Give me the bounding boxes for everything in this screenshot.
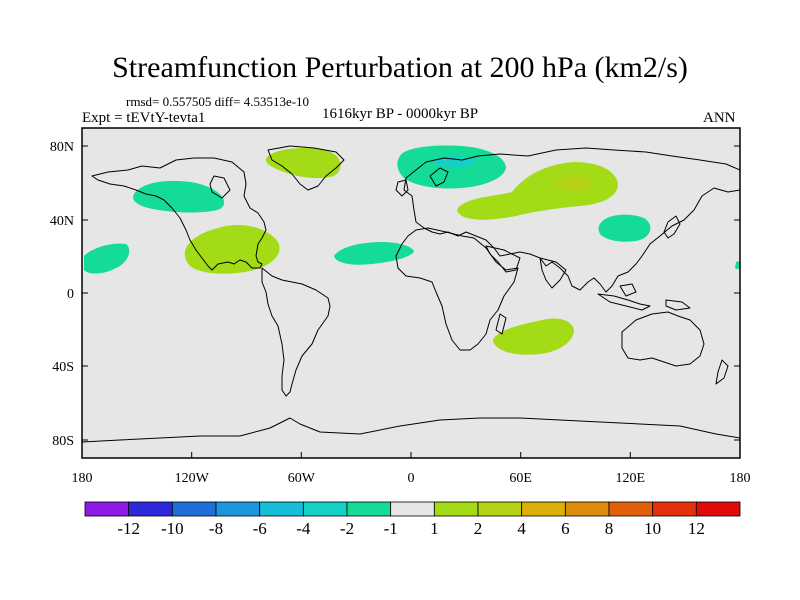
coast-new-zealand bbox=[715, 359, 729, 385]
coast-new-guinea bbox=[665, 299, 691, 311]
experiment-label: Expt = tEVtY-tevta1 bbox=[82, 110, 206, 126]
coast-australia bbox=[621, 311, 705, 367]
period-label: 1616kyr BP - 0000kyr BP bbox=[322, 106, 479, 122]
anomaly-eurasia bbox=[457, 162, 618, 220]
colorbar-box bbox=[564, 501, 610, 517]
colorbar-label: -1 bbox=[384, 519, 398, 538]
colorbar-box bbox=[302, 501, 348, 517]
colorbar: -12 -10 -8 -6 -4 -2 -1 1 2 4 6 8 10 12 bbox=[84, 501, 741, 538]
coast-greenland bbox=[267, 145, 345, 191]
colorbar-box bbox=[390, 501, 435, 517]
coast-baltic bbox=[429, 167, 449, 187]
x-tick-labels: 180 120W 60W 0 60E 120E 180 bbox=[72, 471, 751, 486]
coast-british-isles bbox=[395, 179, 409, 197]
x-tick-label: 180 bbox=[72, 471, 93, 486]
anomaly-eurasia-core bbox=[555, 176, 592, 191]
colorbar-label: -6 bbox=[253, 519, 267, 538]
colorbar-box bbox=[695, 501, 741, 517]
y-tick-label: 80N bbox=[50, 140, 74, 155]
x-tick-label: 120E bbox=[616, 471, 646, 486]
y-tick-label: 0 bbox=[67, 287, 74, 302]
y-tick-labels: 80N 40N 0 40S 80S bbox=[50, 140, 74, 449]
coast-indonesia bbox=[597, 293, 651, 311]
colorbar-box bbox=[521, 501, 566, 517]
y-tick-label: 40N bbox=[50, 214, 74, 229]
stats-line: rmsd= 0.557505 diff= 4.53513e-10 bbox=[126, 94, 310, 109]
coast-borneo bbox=[619, 283, 637, 297]
colorbar-box bbox=[433, 501, 479, 517]
x-tick-label: 0 bbox=[408, 471, 415, 486]
colorbar-box bbox=[608, 501, 654, 517]
colorbar-label: -4 bbox=[296, 519, 311, 538]
coast-madagascar bbox=[495, 313, 507, 335]
colorbar-box bbox=[128, 501, 173, 517]
coastlines bbox=[82, 145, 740, 443]
colorbar-box bbox=[259, 501, 304, 517]
x-tick-label: 60W bbox=[288, 471, 316, 486]
y-tick-label: 80S bbox=[52, 434, 74, 449]
colorbar-box bbox=[171, 501, 217, 517]
colorbar-label: 4 bbox=[517, 519, 526, 538]
anomaly-date-line-east bbox=[735, 261, 740, 270]
x-tick-label: 180 bbox=[730, 471, 751, 486]
colorbar-label: 2 bbox=[474, 519, 483, 538]
x-tick-label: 120W bbox=[175, 471, 210, 486]
coast-south-america bbox=[261, 267, 331, 397]
anomaly-gulf-of-mexico bbox=[184, 224, 280, 274]
anomaly-western-canada bbox=[133, 180, 225, 213]
y-tick-label: 40S bbox=[52, 360, 74, 375]
colorbar-box bbox=[477, 501, 523, 517]
map-title: Streamfunction Perturbation at 200 hPa (… bbox=[112, 51, 688, 84]
anomaly-east-asia bbox=[598, 214, 651, 242]
colorbar-box bbox=[84, 501, 130, 517]
colorbar-box bbox=[346, 501, 392, 517]
coast-arabia bbox=[485, 245, 521, 273]
x-tick-label: 60E bbox=[509, 471, 532, 486]
colorbar-label: -12 bbox=[117, 519, 140, 538]
colorbar-box bbox=[215, 501, 261, 517]
colorbar-label: 1 bbox=[430, 519, 439, 538]
coast-antarctica bbox=[82, 417, 740, 443]
coast-japan bbox=[663, 215, 681, 239]
colorbar-label: 6 bbox=[561, 519, 570, 538]
coast-india bbox=[539, 257, 567, 289]
colorbar-label: 8 bbox=[605, 519, 614, 538]
colorbar-label: 12 bbox=[688, 519, 705, 538]
anomaly-greenland bbox=[265, 148, 341, 179]
colorbar-box bbox=[652, 501, 697, 517]
coast-hudson-bay bbox=[209, 175, 231, 199]
colorbar-label: 10 bbox=[644, 519, 661, 538]
colorbar-label: -2 bbox=[340, 519, 354, 538]
axis-ticks bbox=[81, 145, 741, 458]
coast-north-america bbox=[91, 157, 267, 271]
colorbar-label: -10 bbox=[161, 519, 184, 538]
season-label: ANN bbox=[703, 110, 736, 126]
anomaly-south-indian-ocean bbox=[493, 318, 574, 355]
colorbar-label: -8 bbox=[209, 519, 223, 538]
anomaly-tropical-atlantic bbox=[334, 242, 414, 265]
anomaly-north-pacific bbox=[84, 243, 130, 274]
coast-eurasia bbox=[403, 147, 740, 293]
coast-africa bbox=[395, 227, 519, 351]
